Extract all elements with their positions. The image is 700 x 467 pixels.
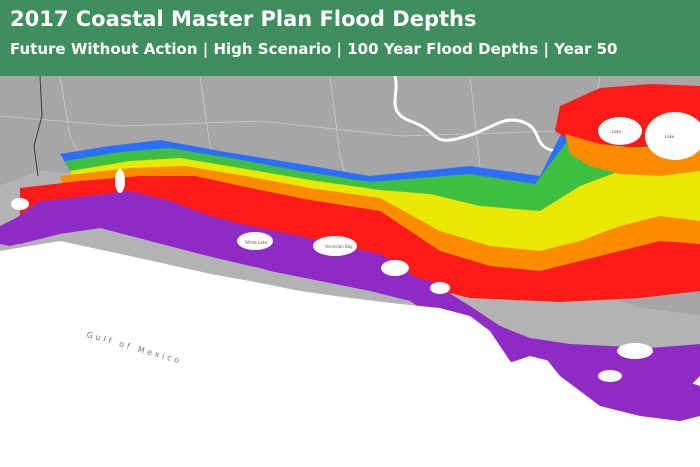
- white-lake: [237, 232, 273, 250]
- east-cote-blanche-bay: [430, 282, 450, 294]
- barataria-bay: [617, 343, 653, 359]
- svg-text:Lake: Lake: [665, 134, 675, 139]
- west-cote-blanche-bay: [381, 260, 409, 276]
- state-border-line: [33, 76, 43, 177]
- depth-band-purple-west: [5, 191, 420, 286]
- depth-band-red: [20, 176, 700, 302]
- vermilion-bay: [313, 236, 357, 256]
- terrebonne-bay: [598, 370, 622, 382]
- svg-text:Vermilion Bay: Vermilion Bay: [325, 244, 353, 249]
- depth-band-purple-delta: [470, 326, 700, 421]
- svg-text:White Lake: White Lake: [245, 240, 268, 245]
- map-canvas: Lake Lake White Lake Vermilion Bay: [0, 76, 700, 467]
- sabine-lake: [11, 198, 29, 210]
- water-bodies: [11, 112, 700, 382]
- map-title: 2017 Coastal Master Plan Flood Depths: [10, 7, 477, 31]
- lake-upper-left: [598, 117, 642, 145]
- calcasieu-lake: [115, 169, 125, 193]
- map-header: 2017 Coastal Master Plan Flood Depths Fu…: [0, 0, 700, 76]
- gulf-coast-water: [0, 248, 700, 467]
- flood-depth-map: Lake Lake White Lake Vermilion Bay: [0, 76, 700, 467]
- place-labels: Lake Lake White Lake Vermilion Bay: [245, 129, 675, 249]
- map-subtitle: Future Without Action | High Scenario | …: [10, 40, 618, 58]
- svg-text:Lake: Lake: [612, 129, 622, 134]
- depth-band-purple: [0, 201, 700, 396]
- lake-upper-right: [645, 112, 700, 160]
